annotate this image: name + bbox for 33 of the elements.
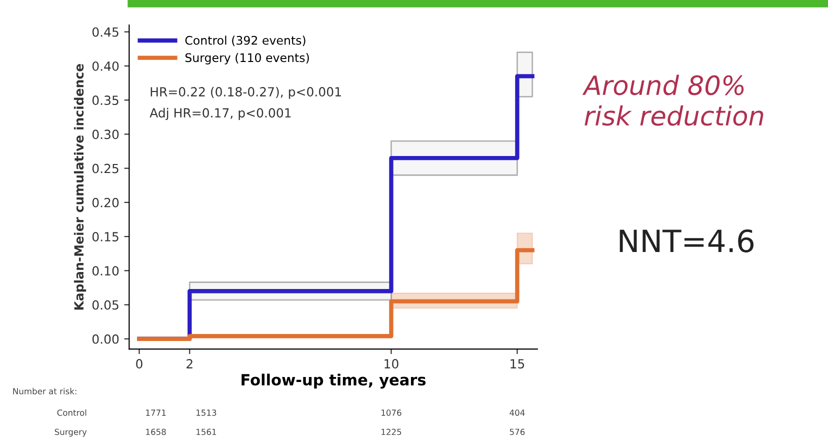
- x-tick-label: 0: [136, 359, 142, 369]
- y-tick-label: 0.35: [92, 96, 118, 106]
- text: 1561: [196, 428, 216, 436]
- text: Around 80% risk reduction: [582, 74, 764, 126]
- text: 404: [510, 410, 525, 416]
- x-tick-label: 15: [510, 359, 524, 369]
- text: 1225: [382, 428, 402, 436]
- y-tick-label: 0.30: [92, 130, 119, 140]
- x-tick-label: 2: [186, 359, 192, 368]
- text: 576: [510, 428, 525, 436]
- text: 1513: [196, 410, 216, 416]
- y-tick-label: 0.05: [92, 300, 118, 310]
- x-axis-title: Follow-up time, years: [242, 374, 426, 389]
- y-tick-label: 0.00: [92, 334, 119, 344]
- annotation: Adj HR=0.17, p<0.001: [150, 108, 291, 120]
- legend-label: Control (392 events): [185, 36, 306, 46]
- legend-label: Surgery (110 events): [185, 53, 309, 64]
- y-axis-title: Kaplan-Meier cumulative incidence: [74, 64, 86, 310]
- text: 1658: [146, 428, 166, 436]
- y-tick-label: 0.15: [92, 232, 118, 242]
- y-tick-label: 0.20: [92, 198, 119, 208]
- text: Control: [57, 409, 86, 416]
- y-tick-label: 0.10: [92, 266, 119, 276]
- text: 1771: [146, 410, 166, 416]
- text: Surgery: [54, 428, 87, 437]
- text: 1076: [382, 410, 402, 416]
- x-tick-label: 10: [384, 359, 398, 369]
- annotation: HR=0.22 (0.18-0.27), p<0.001: [150, 86, 341, 99]
- y-tick-label: 0.25: [92, 164, 118, 174]
- y-tick-label: 0.40: [92, 61, 119, 71]
- text: NNT=4.6: [620, 229, 754, 252]
- text: Number at risk:: [13, 388, 76, 394]
- y-tick-label: 0.45: [92, 27, 118, 37]
